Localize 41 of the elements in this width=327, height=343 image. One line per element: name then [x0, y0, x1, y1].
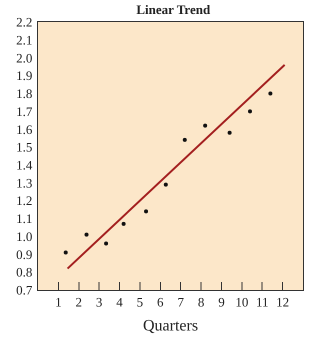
point [64, 250, 68, 254]
x-tick-label: 3 [96, 294, 102, 310]
chart-title: Linear Trend [136, 2, 211, 18]
y-tick-label: 0.8 [16, 264, 32, 280]
point [203, 124, 208, 128]
point [182, 138, 187, 142]
x-tick-label: 12 [276, 294, 290, 310]
y-tick-label: 0.9 [16, 246, 32, 262]
x-tick-label: 8 [198, 294, 204, 310]
x-tick-label: 11 [256, 294, 268, 310]
x-tick-label: 6 [157, 294, 164, 310]
y-tick-label: 2.0 [16, 50, 32, 66]
y-tick-label: 1.6 [16, 122, 33, 137]
y-tick-label: 1.8 [16, 86, 32, 102]
x-tick-label: 4 [116, 294, 124, 310]
y-tick-label: 1.0 [16, 228, 32, 244]
y-tick-label: 1.3 [16, 175, 32, 190]
x-axis-title: Quarters [142, 317, 198, 334]
x-tick-label: 1 [55, 294, 62, 310]
y-tick-label: 0.7 [16, 282, 33, 298]
y-tick-label: 1.4 [16, 157, 33, 172]
point [104, 242, 108, 246]
y-tick-label: 1.7 [16, 104, 33, 119]
y-tick-label: 2.1 [16, 32, 32, 48]
y-tick-label: 2.2 [16, 14, 32, 30]
point [228, 130, 232, 135]
point [248, 109, 252, 114]
y-tick-label: 1.2 [16, 193, 32, 208]
point [84, 232, 89, 237]
x-tick-label: 2 [76, 294, 82, 310]
x-tick-label: 5 [136, 294, 144, 310]
point [268, 91, 272, 96]
x-tick-label: 7 [177, 294, 184, 310]
x-tick-label: 10 [235, 294, 248, 310]
y-tick-label: 1.5 [16, 140, 32, 155]
y-tick-label: 1.9 [16, 68, 32, 84]
y-tick-label: 1.1 [16, 211, 32, 226]
point [122, 222, 126, 226]
point [144, 209, 148, 214]
point [164, 182, 168, 187]
x-tick-label: 9 [218, 294, 225, 310]
